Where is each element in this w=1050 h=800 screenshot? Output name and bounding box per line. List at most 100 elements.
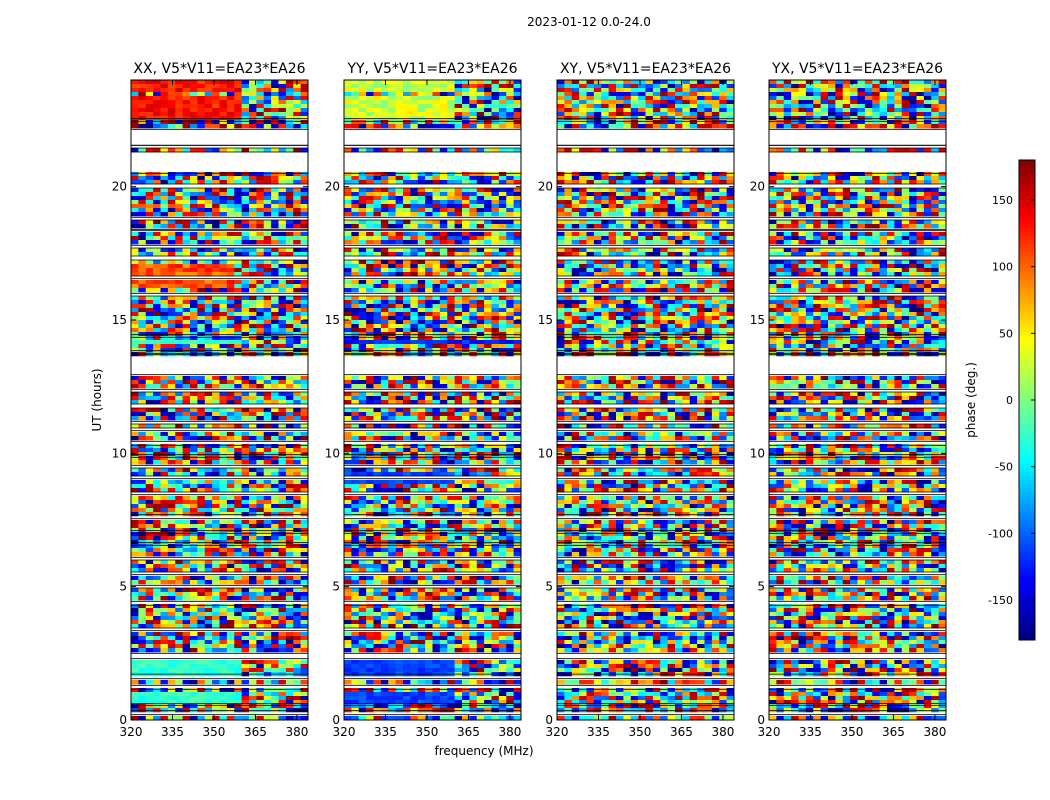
- phase-cell: [271, 80, 279, 85]
- phase-cell: [145, 272, 154, 277]
- phase-cell: [167, 620, 176, 625]
- phase-cell: [160, 224, 169, 229]
- phase-cell: [285, 232, 294, 237]
- phase-cell: [395, 232, 404, 237]
- phase-cell: [182, 636, 191, 641]
- phase-cell: [167, 532, 176, 537]
- phase-cell: [491, 272, 500, 277]
- phase-cell: [241, 208, 250, 213]
- phase-cell: [469, 100, 478, 105]
- phase-cell: [234, 580, 242, 585]
- phase-cell: [395, 196, 404, 201]
- phase-cell: [366, 412, 374, 417]
- phase-cell: [447, 296, 455, 301]
- phase-cell: [300, 108, 309, 113]
- phase-cell: [271, 304, 279, 309]
- phase-cell: [358, 320, 367, 325]
- phase-cell: [256, 84, 265, 89]
- x-tick-label: 365: [244, 725, 267, 739]
- phase-cell: [182, 560, 191, 565]
- phase-cell: [160, 320, 169, 325]
- phase-cell: [476, 304, 485, 309]
- phase-cell: [293, 172, 301, 177]
- phase-cell: [498, 432, 507, 437]
- phase-cell: [153, 636, 161, 641]
- phase-cell: [197, 448, 206, 453]
- phase-cell: [293, 620, 301, 625]
- phase-cell: [498, 392, 507, 397]
- phase-cell: [212, 392, 220, 397]
- phase-cell: [491, 392, 500, 397]
- phase-cell: [167, 664, 176, 669]
- phase-cell: [506, 392, 514, 397]
- phase-cell: [197, 324, 206, 329]
- phase-cell: [204, 456, 213, 461]
- phase-cell: [403, 200, 411, 205]
- phase-cell: [380, 376, 389, 381]
- x-tick-label: 350: [203, 725, 226, 739]
- phase-cell: [167, 224, 176, 229]
- phase-cell: [234, 616, 242, 621]
- phase-cell: [293, 608, 301, 613]
- phase-cell: [388, 344, 396, 349]
- phase-cell: [226, 408, 235, 413]
- phase-cell: [249, 548, 257, 553]
- phase-cell: [249, 700, 257, 705]
- phase-cell: [153, 284, 161, 289]
- phase-cell: [366, 376, 374, 381]
- phase-cell: [395, 408, 404, 413]
- phase-cell: [226, 536, 235, 541]
- phase-cell: [241, 116, 250, 121]
- phase-cell: [293, 316, 301, 321]
- phase-cell: [513, 300, 522, 305]
- phase-cell: [160, 536, 169, 541]
- phase-cell: [271, 348, 279, 353]
- phase-cell: [212, 112, 220, 117]
- phase-cell: [300, 116, 309, 121]
- phase-cell: [145, 172, 154, 177]
- phase-cell: [491, 284, 500, 289]
- phase-cell: [484, 92, 492, 97]
- phase-cell: [410, 332, 419, 337]
- phase-cell: [241, 104, 250, 109]
- phase-cell: [263, 452, 272, 457]
- phase-cell: [182, 220, 191, 225]
- phase-cell: [131, 304, 139, 309]
- phase-cell: [380, 232, 389, 237]
- phase-cell: [300, 336, 309, 341]
- phase-cell: [351, 424, 360, 429]
- phase-cell: [278, 304, 287, 309]
- phase-cell: [498, 456, 507, 461]
- phase-cell: [138, 336, 147, 341]
- phase-cell: [293, 312, 301, 317]
- phase-cell: [300, 236, 309, 241]
- phase-cell: [234, 448, 242, 453]
- phase-cell: [454, 116, 463, 121]
- phase-cell: [271, 436, 279, 441]
- phase-cell: [425, 200, 433, 205]
- phase-cell: [263, 204, 272, 209]
- phase-cell: [454, 196, 463, 201]
- phase-cell: [454, 508, 463, 513]
- phase-cell: [358, 312, 367, 317]
- phase-cell: [249, 192, 257, 197]
- phase-cell: [498, 176, 507, 181]
- phase-cell: [506, 124, 514, 129]
- phase-cell: [395, 92, 404, 97]
- phase-cell: [506, 272, 514, 277]
- phase-cell: [234, 172, 242, 177]
- phase-cell: [219, 616, 228, 621]
- phase-cell: [388, 512, 396, 517]
- phase-cell: [204, 580, 213, 585]
- phase-cell: [160, 392, 169, 397]
- phase-cell: [167, 384, 176, 389]
- phase-cell: [197, 480, 206, 485]
- phase-cell: [366, 352, 374, 357]
- phase-cell: [182, 524, 191, 529]
- phase-cell: [160, 716, 169, 721]
- phase-cell: [447, 508, 455, 513]
- phase-cell: [388, 92, 396, 97]
- phase-cell: [417, 192, 426, 197]
- phase-cell: [249, 224, 257, 229]
- phase-cell: [432, 472, 441, 477]
